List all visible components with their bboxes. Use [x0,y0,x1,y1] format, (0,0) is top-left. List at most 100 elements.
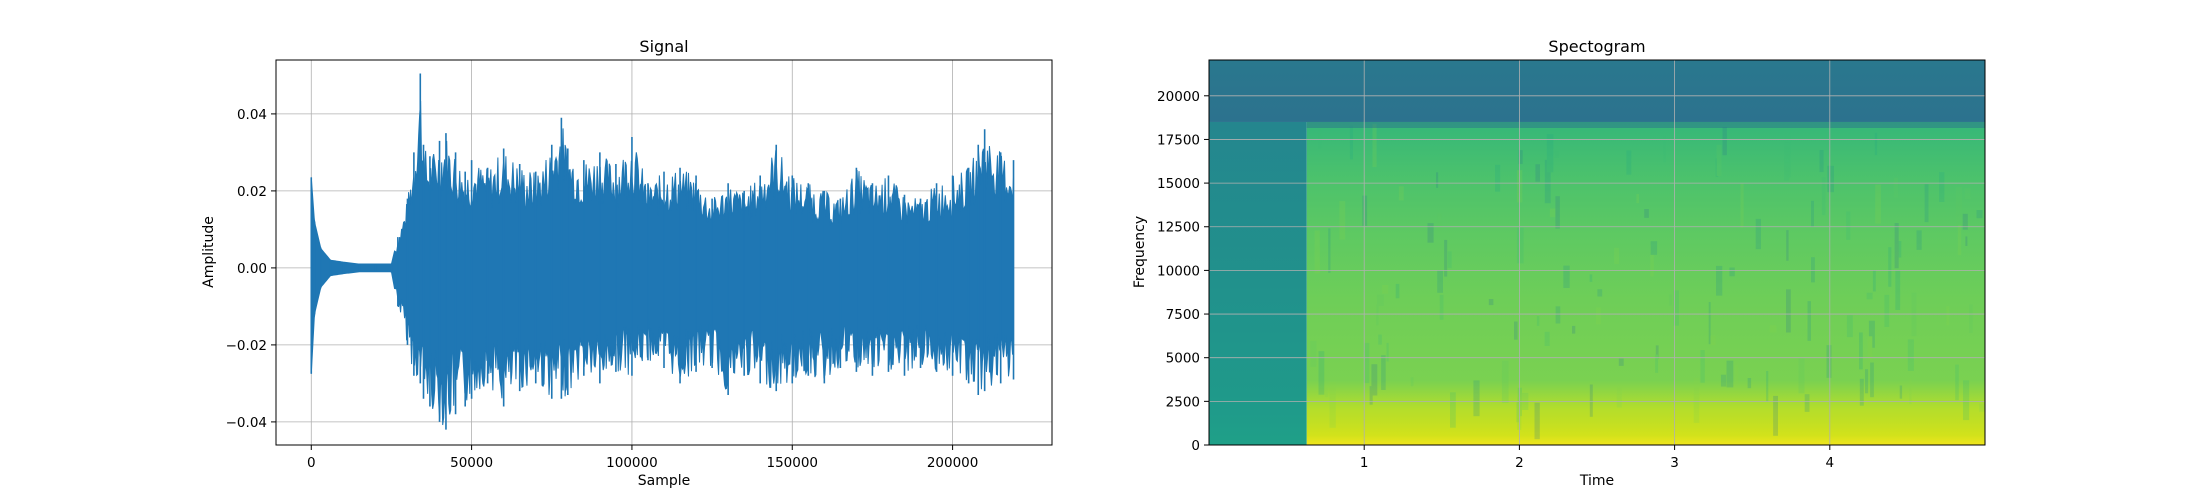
spectrogram-texture-cell [1798,358,1805,394]
spectrogram-y-label: Frequency [1132,216,1148,288]
signal-envelope [310,100,1015,426]
spectrogram-texture-cell [1735,365,1739,383]
spectrogram-texture-cell [1726,360,1734,388]
spectrogram-texture-cell [1555,306,1561,324]
spectrogram-texture-cell [1916,230,1922,250]
spectrogram-texture-cell [1893,177,1899,198]
spectrogram-texture-cell [1518,150,1523,164]
spectrogram-texture-cell [1716,144,1722,176]
spectrogram-texture-cell [1969,304,1973,333]
signal-chart: Signal 0 50000 100000 150000 200000 −0.04−0.… [201,37,1053,489]
spectrogram-texture-cell [1546,134,1554,173]
signal-y-tick-3: 0.02 [237,184,267,200]
spectrogram-texture-cell [1957,218,1962,256]
spectrogram-texture-cell [1439,294,1444,320]
spectrogram-texture-cell [1976,210,1983,219]
spectrogram-texture-cell [1324,384,1328,397]
spectrogram-texture-cell [1655,354,1659,373]
spectrogram-texture-cell [1473,380,1480,417]
signal-y-ticks: −0.04 −0.02 0.00 0.02 0.04 [226,107,276,431]
spectrogram-texture-cell [1875,184,1881,224]
spectrogram-texture-cell [1962,213,1968,230]
spectrogram-texture-cell [1376,294,1384,306]
spectrogram-texture-cell [1859,378,1864,406]
signal-x-tick-3: 150000 [766,455,818,471]
spectrogram-texture-cell [1784,142,1790,181]
spectrogram-texture-cell [1386,342,1389,362]
spectrogram-texture-cell [1821,177,1826,216]
spectrogram-texture-cell [1673,290,1679,326]
spectrogram-texture-cell [1371,364,1378,396]
signal-x-label: Sample [638,473,691,489]
spectrogram-texture-cell [1811,257,1815,283]
spectrogram-grid [1209,60,1985,446]
signal-x-tick-2: 100000 [606,455,658,471]
spectrogram-texture-cell [1514,321,1518,340]
spectrogram-texture-cell [1655,345,1659,359]
spectrogram-texture-cell [1700,350,1705,383]
spectrogram-x-label: Time [1579,473,1614,489]
spectrogram-title: Spectogram [1548,37,1645,56]
spectrogram-texture-cell [1663,136,1666,163]
spectrogram-texture-cell [1710,335,1716,345]
spectrogram-texture-cell [1955,187,1963,226]
spectrogram-texture-cell [1870,362,1874,398]
spectrogram-axes-frame [1208,59,1986,446]
spectrogram-texture-cell [1965,236,1968,246]
spectrogram-y-tick-5: 12500 [1157,220,1200,236]
spectrogram-texture-cell [1395,283,1400,299]
signal-y-tick-0: −0.04 [226,415,267,431]
spectrogram-texture-cell [1636,194,1639,204]
spectrogram-y-tick-4: 10000 [1157,263,1200,279]
signal-x-tick-4: 200000 [927,455,979,471]
spectrogram-texture-cell [1867,336,1873,360]
spectrogram-texture-cell [1806,319,1810,329]
signal-axes-frame [275,59,1053,446]
spectrogram-texture-cell [1614,247,1619,265]
signal-waveform [310,73,1015,430]
spectrogram-x-tick-2: 3 [1670,455,1679,471]
spectrogram-texture-cell [1364,342,1370,384]
spectrogram-texture-cell [1888,247,1892,287]
spectrogram-texture-cell [1964,188,1971,199]
spectrogram-texture-cell [1314,230,1320,274]
spectrogram-texture-cell [1563,265,1570,288]
spectrogram-texture-cell [1747,378,1752,389]
spectrogram-texture-cell [1544,331,1550,346]
spectrogram-y-tick-1: 2500 [1166,394,1200,410]
spectrogram-texture-cell [1872,270,1876,292]
spectrogram-texture-cell [1807,301,1811,341]
spectrogram-x-ticks: 1 2 3 4 [1360,445,1834,471]
spectrogram-texture-cell [1516,402,1519,423]
spectrogram-texture-cell [1729,267,1735,277]
spectrogram-texture-cell [1899,385,1903,399]
spectrogram-texture-cell [1349,125,1353,160]
spectrogram-y-tick-2: 5000 [1166,351,1200,367]
spectrogram-texture-cell [1826,345,1832,378]
spectrogram-texture-cell [1544,159,1551,204]
signal-y-label: Amplitude [201,216,217,288]
spectrogram-texture-cell [1589,384,1593,417]
spectrogram-y-tick-0: 0 [1191,438,1200,454]
spectrogram-texture-cell [1955,364,1959,401]
spectrogram-texture-cell [1963,380,1970,421]
signal-y-tick-4: 0.04 [237,107,267,123]
signal-y-tick-1: −0.02 [226,338,267,354]
signal-title: Signal [639,37,688,56]
spectrogram-texture-cell [1618,358,1624,366]
spectrogram-texture-cell [1786,230,1789,261]
spectrogram-texture-cell [1708,302,1711,345]
spectrogram-texture-cell [1516,227,1524,264]
spectrogram-texture-cell [1495,164,1501,192]
spectrogram-texture-cell [1740,183,1744,228]
spectrogram-texture-cell [1329,382,1336,428]
spectrogram-texture-cell [1318,128,1322,149]
spectrogram-texture-cell [1755,218,1761,250]
spectrogram-texture-cell [1693,377,1700,423]
spectrogram-quiet-region [1209,121,1307,445]
spectrogram-texture-cell [1382,285,1389,294]
spectrogram-texture-cell [1437,270,1443,293]
spectrogram-texture-cell [1722,127,1727,156]
spectrogram-texture-cell [1827,165,1834,193]
